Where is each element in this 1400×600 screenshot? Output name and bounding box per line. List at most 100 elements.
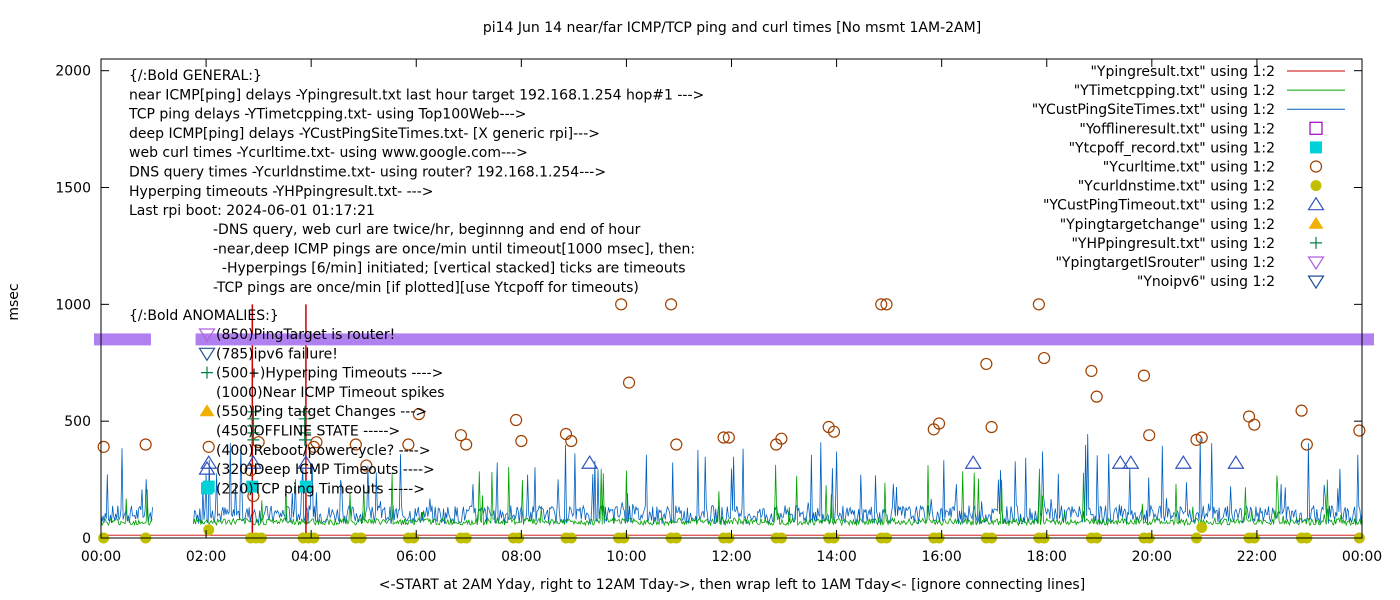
router-band-right bbox=[195, 333, 1375, 346]
hyperping-point bbox=[247, 433, 260, 446]
legend-entry-marker bbox=[1307, 196, 1325, 211]
curl-point bbox=[565, 434, 578, 448]
curl-point bbox=[1090, 390, 1103, 403]
deep-timeout-point bbox=[297, 455, 315, 469]
legend-entry-marker bbox=[1310, 180, 1322, 192]
x-tick-label: 12:00 bbox=[711, 549, 751, 565]
annotation-anomaly-line: (550)Ping target Changes ---> bbox=[216, 404, 427, 420]
annotations: {/:Bold GENERAL:} near ICMP[ping] delays … bbox=[128, 68, 704, 497]
legend-entry-label: "Ycurltime.txt" using 1:2 bbox=[1103, 160, 1275, 176]
annotation-anomaly-line: (220)TCP ping Timeouts -----> bbox=[216, 481, 425, 497]
legend-entry-marker bbox=[1307, 256, 1325, 271]
curl-point bbox=[349, 438, 362, 451]
tcp-off-point bbox=[299, 480, 312, 493]
y-tick-label: 2000 bbox=[55, 64, 91, 80]
x-tick-label: 20:00 bbox=[1132, 549, 1172, 565]
annotation-general-line: web curl times -Ycurltime.txt- using www… bbox=[129, 145, 528, 161]
curl-point bbox=[1353, 424, 1366, 437]
y-axis-label: msec bbox=[6, 283, 22, 320]
legend-entry-label: "Ypingresult.txt" using 1:2 bbox=[1090, 64, 1275, 80]
curl-point bbox=[980, 357, 993, 371]
curl-point bbox=[360, 459, 373, 472]
x-tick-label: 14:00 bbox=[816, 549, 856, 565]
anomaly-marker bbox=[198, 328, 216, 343]
annotation-anomaly-line: (850)PingTarget is router! bbox=[216, 327, 395, 343]
anomaly-marker bbox=[198, 460, 216, 475]
curl-point bbox=[97, 440, 110, 453]
curl-point bbox=[880, 298, 893, 311]
anomaly-marker bbox=[201, 482, 213, 495]
annotation-anomaly-line: (500+)Hyperping Timeouts ----> bbox=[216, 366, 443, 382]
x-tick-label: 08:00 bbox=[501, 549, 541, 565]
annotation-anomaly-line: (1000)Near ICMP Timeout spikes bbox=[216, 385, 445, 401]
annotation-anomaly-line: (785)ipv6 failure! bbox=[216, 346, 338, 362]
legend-entry-label: "Ycurldnstime.txt" using 1:2 bbox=[1078, 179, 1275, 195]
legend-entry-label: "YCustPingTimeout.txt" using 1:2 bbox=[1043, 198, 1275, 214]
curl-point bbox=[454, 429, 468, 442]
deep-timeout-point bbox=[1174, 455, 1192, 469]
legend-entry-label: "Yofflineresult.txt" using 1:2 bbox=[1079, 121, 1275, 137]
x-tick-label: 00:00 bbox=[1342, 549, 1382, 565]
x-tick-label: 04:00 bbox=[291, 549, 331, 565]
annotation-general-line: near ICMP[ping] delays -Ypingresult.txt … bbox=[129, 87, 704, 103]
anomaly-marker bbox=[201, 366, 213, 379]
x-tick-label: 22:00 bbox=[1237, 549, 1277, 565]
y-tick-label: 500 bbox=[64, 414, 91, 430]
deep-timeout-point bbox=[1227, 455, 1245, 469]
curl-point bbox=[1137, 369, 1151, 382]
curl-point bbox=[412, 408, 425, 421]
x-tick-label: 02:00 bbox=[186, 549, 226, 565]
annotation-general-line: TCP ping delays -YTimetcpping.txt- using… bbox=[128, 107, 526, 123]
curl-point bbox=[722, 431, 735, 444]
annotation-anomalies-title: {/:Bold ANOMALIES:} bbox=[129, 308, 279, 324]
legend-entry-marker bbox=[1307, 275, 1325, 290]
legend-entry-marker bbox=[1308, 216, 1324, 229]
annotation-anomaly-line: (400)Reboot/powercycle? ----> bbox=[216, 443, 431, 459]
deep-timeout-point bbox=[964, 455, 982, 469]
curl-point bbox=[932, 417, 946, 430]
router-band-left bbox=[94, 333, 151, 346]
curl-point bbox=[1038, 351, 1051, 365]
curl-point bbox=[1242, 410, 1256, 423]
legend-entry-marker bbox=[1309, 160, 1323, 173]
curl-point bbox=[1248, 418, 1261, 431]
legend-entry-marker bbox=[1310, 236, 1322, 249]
curl-point bbox=[1190, 433, 1203, 446]
annotation-general-line: Last rpi boot: 2024-06-01 01:17:21 bbox=[129, 203, 375, 219]
annotation-anomaly-line: (450)OFFLINE STATE -----> bbox=[216, 424, 400, 440]
dns-point bbox=[1196, 521, 1208, 533]
legend-entry-marker bbox=[1310, 141, 1322, 154]
curl-point bbox=[1300, 438, 1313, 451]
chart-title: pi14 Jun 14 near/far ICMP/TCP ping and c… bbox=[483, 20, 981, 36]
curl-point bbox=[615, 298, 628, 311]
anomaly-marker bbox=[199, 404, 215, 417]
curl-point bbox=[515, 434, 528, 448]
axes: 0 500 1000 1500 2000 00:00 02:00 04:00 06:00 08:0… bbox=[55, 58, 1382, 565]
curl-point bbox=[717, 431, 730, 444]
annotation-note-line: -near,deep ICMP pings are once/min until… bbox=[213, 241, 695, 257]
y-tick-label: 0 bbox=[82, 531, 91, 547]
curl-point bbox=[827, 425, 841, 438]
curl-point bbox=[1295, 404, 1308, 417]
x-tick-label: 00:00 bbox=[81, 549, 121, 565]
y-tick-label: 1000 bbox=[55, 297, 91, 313]
hyperping-point bbox=[298, 433, 311, 446]
annotation-note-line: -DNS query, web curl are twice/hr, begin… bbox=[213, 222, 641, 238]
deep-timeout-point bbox=[1122, 455, 1140, 469]
legend-entry-label: "Ytcpoff_record.txt" using 1:2 bbox=[1069, 140, 1275, 156]
curl-point bbox=[1143, 429, 1156, 442]
y-tick-label: 1500 bbox=[55, 181, 91, 197]
x-tick-label: 06:00 bbox=[396, 549, 436, 565]
curl-point bbox=[202, 440, 215, 453]
curl-point bbox=[1195, 431, 1208, 444]
annotation-general-line: Hyperping timeouts -YHPpingresult.txt- -… bbox=[129, 184, 434, 200]
deep-timeout-point bbox=[244, 455, 262, 469]
curl-point bbox=[985, 420, 998, 434]
x-tick-label: 10:00 bbox=[606, 549, 646, 565]
curl-point bbox=[402, 438, 415, 451]
dns-point bbox=[203, 524, 215, 536]
legend-entry-label: "YTimetcpping.txt" using 1:2 bbox=[1074, 83, 1275, 99]
legend-entry-marker bbox=[1309, 121, 1323, 135]
deep-timeout-point bbox=[581, 455, 599, 469]
